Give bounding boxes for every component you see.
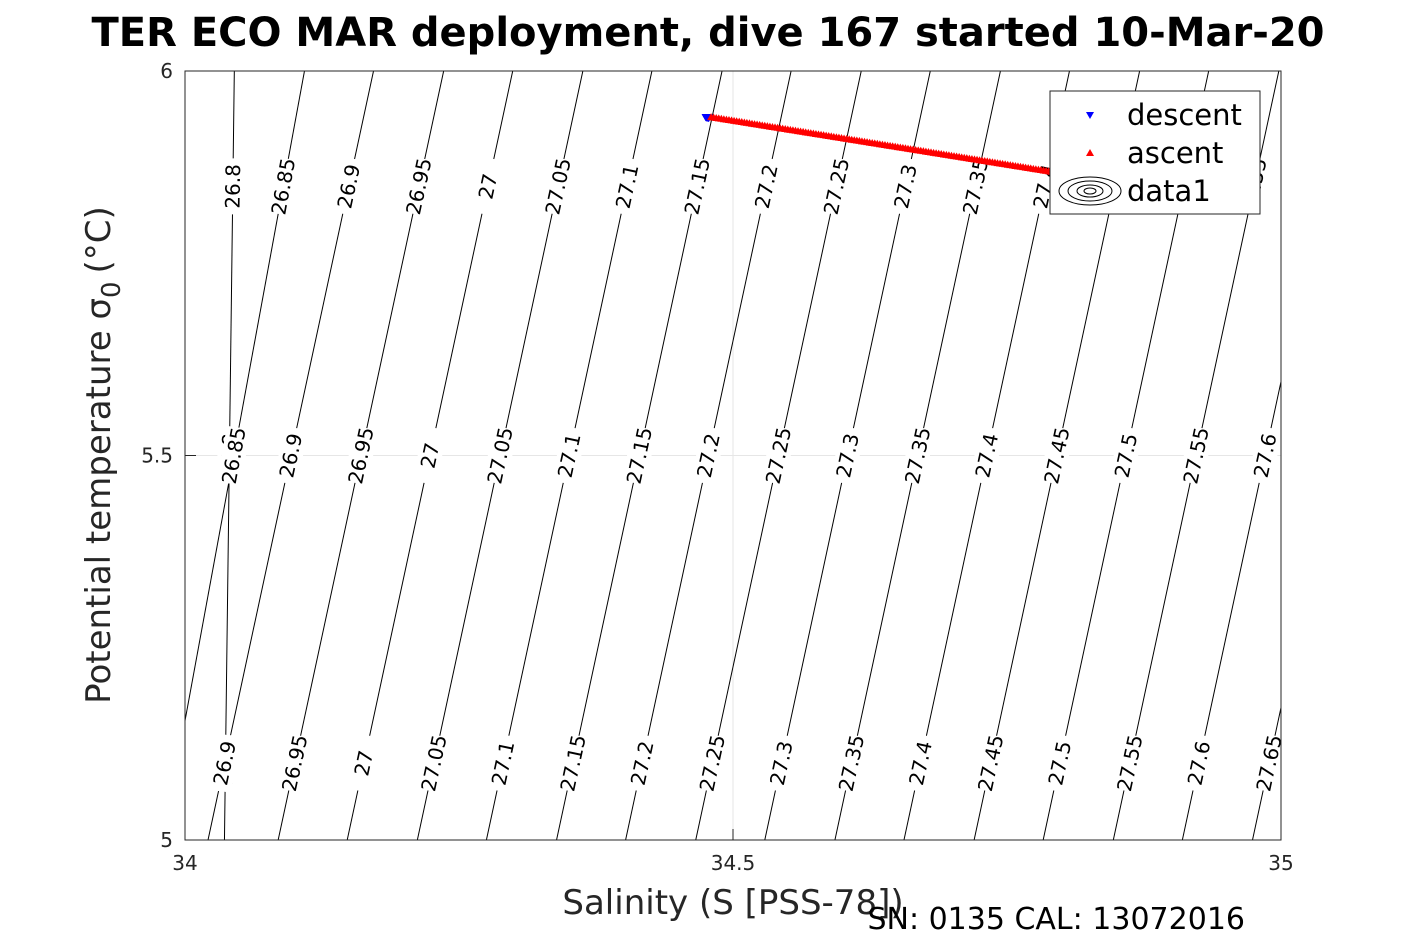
contour-label-gap-1-1 (216, 425, 251, 486)
contour-label-4-0: 27 (349, 748, 378, 778)
legend-label-descent: descent (1127, 98, 1242, 132)
x-tick-label-0: 34 (172, 851, 197, 875)
contour-label-gap-17-0 (1251, 733, 1287, 793)
y-axis-ticks: 55.56 (141, 59, 196, 852)
contour-label-gap-2-0 (206, 733, 243, 793)
contour-label-gap-2-2 (331, 156, 367, 217)
y-axis-label-subscript: 0 (97, 281, 127, 298)
contour-label-gap-6-2 (609, 156, 645, 217)
x-tick-label-1: 34.5 (711, 851, 756, 875)
legend-contour-ring-1 (1067, 180, 1113, 202)
legend-marker-descent (1086, 112, 1094, 119)
footer-calibration: SN: 0135 CAL: 13072016 (867, 902, 1245, 937)
contour-label-gap-9-2 (818, 156, 855, 217)
legend-label-data1: data1 (1127, 174, 1211, 208)
contour-label-gap-11-1 (900, 425, 936, 486)
isopycnal-contour-labels: 26.826.826.826.8526.8526.926.926.926.952… (206, 156, 1287, 794)
y-tick-label-1: 5.5 (141, 444, 173, 468)
x-tick-label-2: 35 (1268, 851, 1293, 875)
y-axis-label-text: Potential temperature σ (79, 298, 119, 704)
contour-label-gap-7-1 (621, 425, 657, 486)
legend-contour-icon (1058, 176, 1122, 206)
contour-label-4-2: 27 (473, 171, 502, 201)
contour-label-gap-13-1 (1039, 425, 1075, 486)
contour-label-gap-4-0 (346, 733, 382, 793)
contour-label-gap-3-2 (401, 156, 437, 217)
y-axis-label: Potential temperature σ0 (°C) (79, 206, 127, 704)
contour-label-gap-9-1 (760, 425, 797, 486)
x-axis-ticks: 34 34.5 35 (172, 829, 1294, 875)
legend-marker-ascent (1086, 149, 1094, 156)
contour-label-gap-3-1 (343, 425, 379, 486)
legend-contour-ring-3 (1083, 187, 1097, 195)
contour-label-gap-7-0 (555, 733, 591, 793)
contour-label-gap-15-1 (1178, 425, 1214, 486)
contour-label-gap-4-2 (470, 156, 506, 217)
contour-line-17 (1252, 705, 1281, 840)
contour-label-gap-6-1 (551, 425, 587, 486)
contour-label-gap-13-0 (973, 733, 1009, 793)
contour-label-4-1: 27 (416, 441, 445, 471)
contour-label-gap-14-1 (1108, 425, 1144, 486)
legend-contour-ring-0 (1058, 176, 1122, 206)
y-tick-label-2: 6 (160, 59, 173, 83)
legend-box (1049, 90, 1261, 215)
contour-label-gap-3-0 (277, 733, 313, 793)
contour-label-gap-15-0 (1112, 733, 1148, 793)
y-tick-label-0: 5 (160, 828, 173, 852)
contour-label-gap-7-2 (679, 156, 715, 217)
contour-label-gap-9-0 (694, 733, 730, 793)
contour-label-gap-1-2 (266, 156, 301, 217)
contour-label-gap-6-0 (485, 733, 521, 793)
contour-label-gap-12-1 (969, 425, 1005, 486)
contour-label-gap-8-2 (748, 156, 784, 217)
contour-label-gap-10-2 (887, 156, 924, 217)
contour-label-gap-0-2 (220, 158, 246, 215)
contour-label-gap-11-2 (957, 156, 994, 217)
legend-label-ascent: ascent (1127, 136, 1223, 170)
x-axis-label: Salinity (S [PSS-78]) (562, 883, 903, 923)
contour-label-gap-11-0 (833, 733, 870, 793)
contour-label-gap-14-0 (1042, 733, 1078, 793)
y-axis-label-unit: (°C) (79, 206, 119, 273)
contour-label-gap-2-1 (273, 425, 309, 486)
contour-label-0-2: 26.8 (221, 164, 246, 209)
contour-label-gap-5-1 (482, 425, 518, 486)
chart-title: TER ECO MAR deployment, dive 167 started… (91, 10, 1324, 56)
contour-label-gap-8-1 (690, 425, 726, 486)
contour-label-gap-12-0 (902, 733, 939, 793)
contour-label-gap-5-2 (540, 156, 576, 217)
contour-label-gap-5-0 (416, 733, 452, 793)
legend-contour-ring-2 (1076, 184, 1104, 198)
contour-label-gap-10-1 (829, 425, 866, 486)
contour-label-gap-10-0 (763, 733, 799, 793)
contour-label-gap-8-0 (624, 733, 660, 793)
contour-label-gap-16-0 (1181, 733, 1217, 793)
contour-label-gap-16-1 (1247, 425, 1283, 486)
contour-label-gap-4-1 (412, 425, 448, 486)
legend: descent ascent data1 (1049, 90, 1261, 215)
